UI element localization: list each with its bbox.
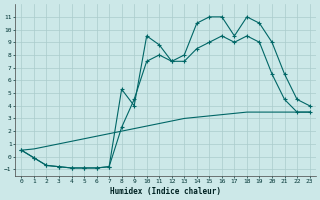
X-axis label: Humidex (Indice chaleur): Humidex (Indice chaleur) [110, 187, 221, 196]
